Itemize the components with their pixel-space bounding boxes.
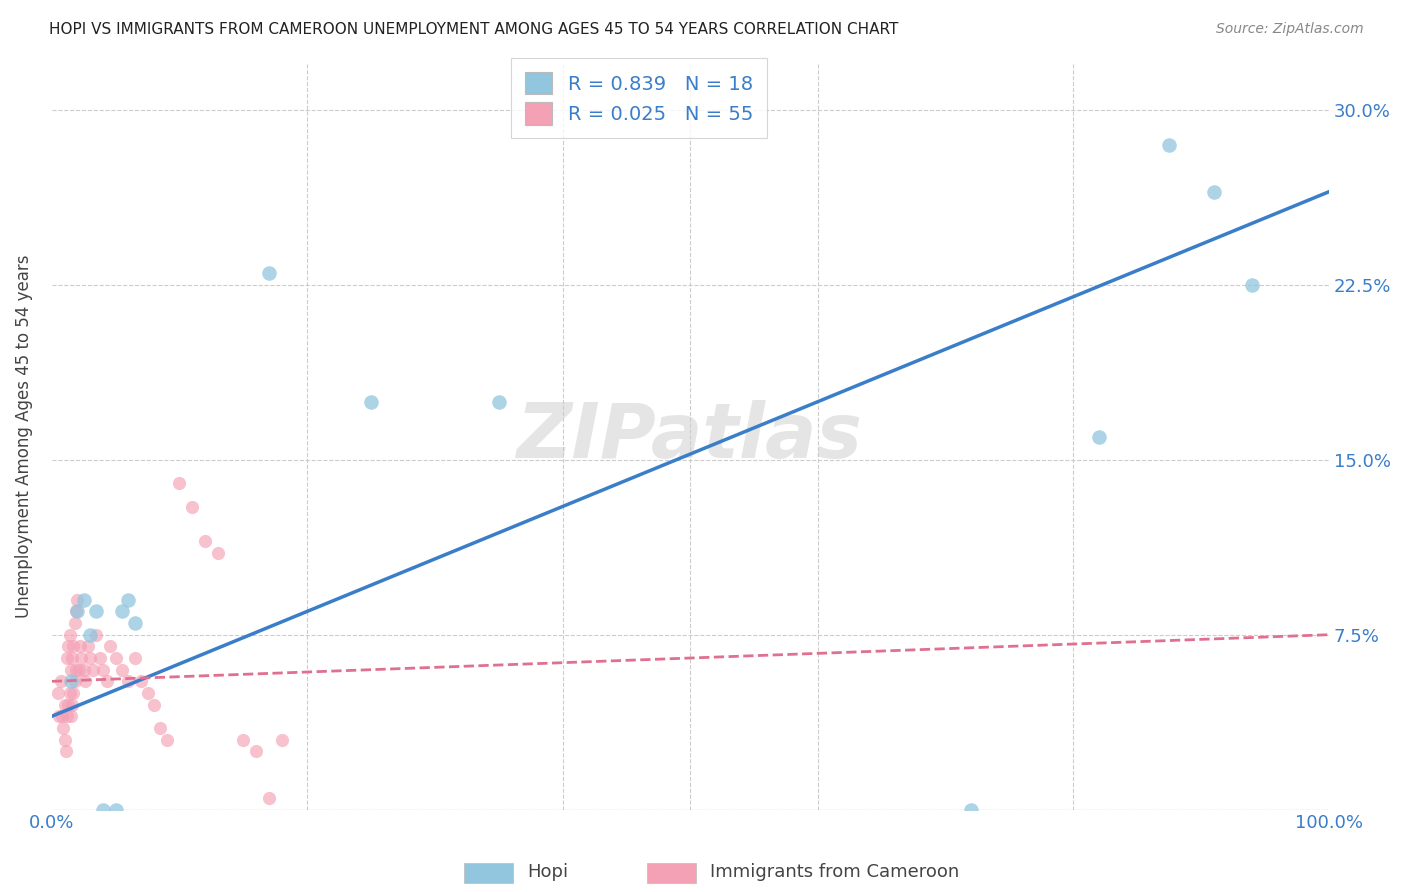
Point: [73, 592, 96, 607]
Point: [46, 686, 69, 700]
Point: [58, 640, 80, 654]
Point: [257, 790, 280, 805]
Point: [86, 628, 108, 642]
Point: [67, 663, 90, 677]
Point: [149, 721, 172, 735]
Point: [66, 592, 89, 607]
Point: [65, 604, 87, 618]
Point: [91, 803, 114, 817]
Point: [52, 721, 75, 735]
Point: [59, 674, 82, 689]
Point: [56, 709, 79, 723]
Text: Source: ZipAtlas.com: Source: ZipAtlas.com: [1216, 22, 1364, 37]
Text: ZIPatlas: ZIPatlas: [517, 400, 863, 474]
Point: [181, 500, 204, 514]
Point: [360, 394, 382, 409]
Point: [60, 651, 83, 665]
Point: [53, 698, 76, 712]
Point: [63, 615, 86, 630]
Point: [117, 592, 139, 607]
Legend: R = 0.839   N = 18, R = 0.025   N = 55: R = 0.839 N = 18, R = 0.025 N = 55: [512, 58, 766, 138]
Point: [65, 663, 87, 677]
Point: [96, 674, 118, 689]
Point: [59, 686, 82, 700]
Point: [104, 651, 127, 665]
Point: [51, 709, 73, 723]
Point: [79, 651, 101, 665]
Point: [48, 709, 70, 723]
Point: [55, 744, 77, 758]
Point: [58, 698, 80, 712]
Point: [62, 640, 84, 654]
Point: [960, 803, 983, 817]
Text: Immigrants from Cameroon: Immigrants from Cameroon: [710, 863, 959, 881]
Point: [59, 663, 82, 677]
Point: [70, 651, 93, 665]
Point: [73, 663, 96, 677]
Point: [59, 709, 82, 723]
Text: HOPI VS IMMIGRANTS FROM CAMEROON UNEMPLOYMENT AMONG AGES 45 TO 54 YEARS CORRELAT: HOPI VS IMMIGRANTS FROM CAMEROON UNEMPLO…: [49, 22, 898, 37]
Point: [1159, 138, 1181, 153]
Point: [49, 674, 72, 689]
Point: [245, 744, 267, 758]
Point: [69, 640, 91, 654]
Point: [89, 651, 111, 665]
Point: [60, 698, 83, 712]
Point: [142, 698, 165, 712]
Point: [63, 674, 86, 689]
Point: [104, 803, 127, 817]
Point: [270, 732, 292, 747]
Point: [73, 674, 96, 689]
Point: [257, 267, 280, 281]
Point: [86, 604, 108, 618]
Point: [111, 663, 134, 677]
Point: [207, 546, 229, 560]
Point: [100, 640, 122, 654]
Point: [111, 604, 134, 618]
Point: [56, 651, 79, 665]
Point: [1241, 278, 1264, 293]
Point: [124, 615, 146, 630]
Point: [59, 628, 82, 642]
Point: [91, 663, 114, 677]
Point: [79, 628, 101, 642]
Point: [62, 686, 84, 700]
Point: [76, 640, 98, 654]
Point: [124, 651, 146, 665]
Point: [1088, 429, 1111, 443]
Point: [169, 476, 191, 491]
Point: [82, 663, 104, 677]
Point: [488, 394, 510, 409]
Text: Hopi: Hopi: [527, 863, 568, 881]
Point: [156, 732, 179, 747]
Point: [129, 674, 152, 689]
Point: [1202, 185, 1225, 199]
Point: [232, 732, 254, 747]
Y-axis label: Unemployment Among Ages 45 to 54 years: Unemployment Among Ages 45 to 54 years: [15, 255, 32, 618]
Point: [53, 732, 76, 747]
Point: [66, 604, 89, 618]
Point: [136, 686, 159, 700]
Point: [117, 674, 139, 689]
Point: [194, 534, 217, 549]
